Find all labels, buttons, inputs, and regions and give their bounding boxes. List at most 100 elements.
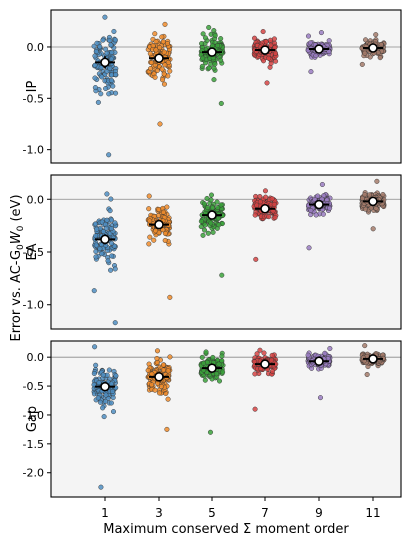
mean-marker-gap-11	[368, 354, 378, 364]
data-point	[202, 35, 209, 41]
y-tick-label-ip: -1.0	[23, 144, 44, 157]
data-point	[155, 212, 162, 218]
data-point	[156, 390, 162, 396]
data-point	[198, 218, 204, 224]
data-point	[200, 232, 206, 238]
data-point	[162, 21, 168, 27]
data-point	[213, 371, 220, 377]
data-point	[106, 367, 112, 373]
data-point	[108, 77, 114, 83]
data-point	[313, 212, 319, 218]
data-point	[363, 37, 369, 43]
data-point	[266, 55, 272, 61]
y-tick-label-ea: -1.0	[23, 299, 44, 312]
series-ip-11	[359, 32, 387, 67]
series-ea-11	[359, 178, 387, 232]
series-ea-1	[91, 191, 119, 326]
data-point	[154, 348, 160, 354]
shared-y-axis-label-sub2: 0	[16, 225, 26, 231]
data-point	[92, 85, 98, 91]
y-axis-label-ip: IP	[25, 81, 40, 93]
series-gap-9	[305, 345, 333, 401]
data-point	[149, 382, 155, 388]
data-point	[199, 41, 205, 47]
mean-marker-ip-9	[314, 44, 324, 54]
data-point	[260, 29, 266, 35]
data-point	[378, 42, 384, 48]
data-point	[199, 354, 205, 360]
data-point	[215, 43, 221, 49]
data-point	[157, 121, 163, 127]
data-point	[251, 35, 258, 41]
data-point	[100, 229, 106, 235]
data-point	[210, 205, 216, 211]
data-point	[153, 228, 159, 234]
series-ea-5	[198, 192, 226, 278]
data-point	[93, 362, 99, 368]
data-point	[91, 370, 97, 376]
data-point	[149, 60, 155, 66]
x-tick-label: 9	[315, 506, 323, 520]
data-point	[198, 224, 204, 230]
y-tick-label-ip: 0.0	[27, 41, 45, 54]
data-point	[94, 226, 100, 232]
data-point	[154, 355, 160, 362]
plot-frame-ip	[50, 9, 402, 164]
data-point	[161, 49, 167, 55]
data-point	[208, 220, 214, 226]
data-point	[158, 383, 165, 390]
data-point	[267, 37, 273, 43]
data-point	[380, 192, 386, 198]
data-point	[254, 351, 260, 357]
data-point	[147, 51, 153, 57]
data-point	[92, 221, 98, 227]
series-ea-9	[306, 181, 333, 251]
shared-y-axis-label-sub1: 0	[16, 244, 26, 250]
mean-marker-ea-7	[260, 203, 270, 214]
mean-marker-ip-5	[207, 47, 217, 57]
data-point	[254, 202, 260, 208]
data-point	[104, 50, 110, 56]
data-point	[164, 41, 171, 47]
data-point	[91, 288, 97, 294]
mean-marker-ea-9	[314, 199, 324, 210]
data-point	[98, 484, 104, 490]
data-point	[210, 229, 216, 235]
panel-gap: 0.0 -0.5 -1.0 -1.5 -2.0 Gap 1 3 5 7 9 11	[23, 340, 402, 520]
mean-marker-gap-7	[260, 359, 270, 369]
data-point	[106, 152, 112, 158]
data-point	[373, 32, 379, 38]
data-point	[100, 37, 106, 43]
data-point	[107, 208, 113, 214]
data-point	[109, 49, 115, 55]
data-point	[146, 193, 152, 199]
data-point	[164, 426, 170, 432]
data-point	[159, 34, 165, 40]
data-point	[153, 47, 159, 53]
panel-ea: 0.0 -0.5 -1.0 EA	[23, 174, 402, 330]
data-point	[146, 241, 152, 247]
data-point	[319, 181, 325, 188]
data-point	[202, 377, 208, 383]
data-point	[167, 354, 173, 360]
data-point	[165, 59, 171, 65]
x-tick-label: 7	[261, 506, 269, 520]
data-point	[108, 225, 114, 232]
panels: 0.0 -0.5 -1.0 IP 0.0 -0.5 -1.0 EA 0.0 -0.5 -1.0 -1.…	[23, 9, 402, 520]
x-tick-label: 11	[365, 506, 380, 520]
data-point	[374, 178, 380, 184]
data-point	[162, 230, 168, 236]
data-point	[201, 227, 208, 233]
data-point	[98, 65, 104, 71]
data-point	[106, 91, 112, 97]
data-point	[161, 81, 168, 87]
data-point	[203, 349, 209, 355]
data-point	[113, 72, 119, 78]
data-point	[149, 371, 155, 377]
series-gap-3	[145, 348, 173, 432]
data-point	[95, 395, 101, 401]
data-point	[268, 60, 274, 66]
y-tick-label-gap: -1.5	[23, 438, 44, 451]
data-point	[160, 367, 166, 373]
